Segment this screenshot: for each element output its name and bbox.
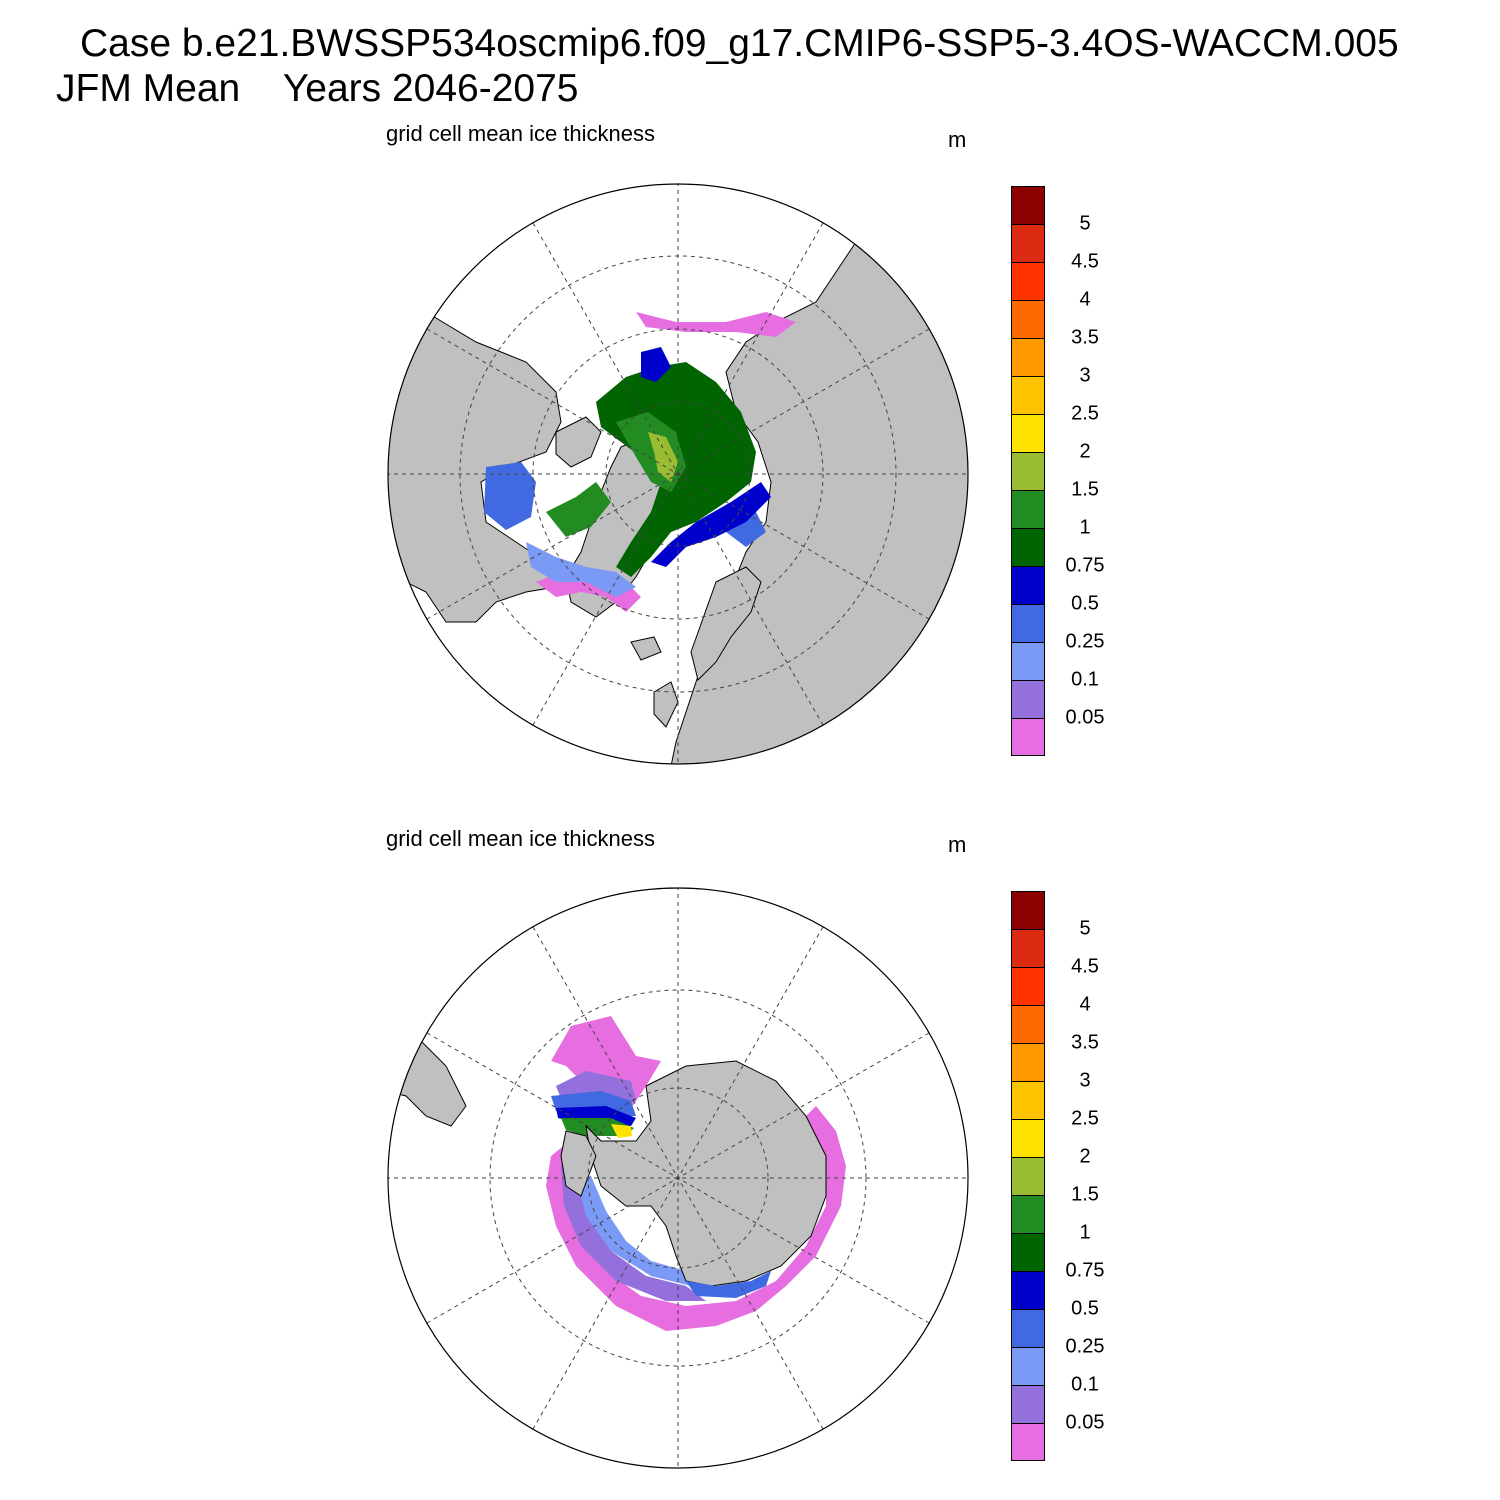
ice-ross-blue [686, 1271, 771, 1298]
colorbar-swatch [1011, 452, 1045, 490]
colorbar-label: 5 [1079, 917, 1091, 940]
colorbar-label: 4.5 [1071, 250, 1099, 273]
colorbar-label: 2.5 [1071, 402, 1099, 425]
colorbar-label: 0.25 [1065, 630, 1105, 653]
land-antarctic-peninsula [560, 1130, 597, 1197]
colorbar-swatch [1011, 414, 1045, 452]
colorbar-label: 2 [1079, 440, 1091, 463]
colorbar-label: 2 [1079, 1145, 1091, 1168]
south-colorbar: 0.05 0.1 0.25 0.5 0.75 1 1.5 2 2.5 3 3.5 4 4.5 5 [1011, 891, 1104, 1461]
colorbar-swatch [1011, 376, 1045, 414]
colorbar-label: 1 [1079, 1221, 1091, 1244]
colorbar-label: 3.5 [1071, 326, 1099, 349]
ice-blue-hudson [484, 462, 536, 530]
colorbar-label: 3.5 [1071, 1031, 1099, 1054]
colorbar-label: 0.25 [1065, 1335, 1105, 1358]
colorbar-label: 0.1 [1071, 1373, 1099, 1396]
ice-pink-bering [636, 312, 796, 337]
colorbar-swatch [1011, 338, 1045, 376]
colorbar-label: 1.5 [1071, 478, 1099, 501]
colorbar-label: 1 [1079, 516, 1091, 539]
ice-light-blue [526, 542, 636, 597]
colorbar-swatch [1011, 262, 1045, 300]
north-unit-label: m [948, 127, 967, 152]
colorbar-swatch [1011, 1119, 1045, 1157]
colorbar-label: 0.75 [1065, 1259, 1105, 1282]
colorbar-swatch [1011, 642, 1045, 680]
graticule [388, 184, 968, 764]
land-iceland [630, 636, 662, 661]
colorbar-swatch [1011, 1385, 1045, 1423]
colorbar-swatch [1011, 1233, 1045, 1271]
south-panel-title: grid cell mean ice thickness [386, 826, 656, 851]
south-polar-map [387, 887, 969, 1469]
colorbar-label: 4 [1079, 288, 1091, 311]
colorbar-swatch [1011, 604, 1045, 642]
colorbar-swatch [1011, 186, 1045, 224]
colorbar-label: 0.75 [1065, 554, 1105, 577]
colorbar-label: 0.5 [1071, 1297, 1099, 1320]
colorbar-swatch [1011, 967, 1045, 1005]
ice-light-blue [576, 1176, 781, 1286]
colorbar-swatch [1011, 1081, 1045, 1119]
land-north-america [388, 281, 578, 623]
colorbar-swatch [1011, 1005, 1045, 1043]
ice-purple [556, 1071, 706, 1301]
colorbar-label: 5 [1079, 212, 1091, 235]
north-polar-map [387, 183, 969, 765]
colorbar-swatch [1011, 490, 1045, 528]
colorbar-swatch [1011, 1157, 1045, 1195]
colorbar-swatch [1011, 1423, 1045, 1461]
colorbar-label: 0.05 [1065, 1411, 1105, 1434]
case-title: Case b.e21.BWSSP534oscmip6.f09_g17.CMIP6… [80, 22, 1399, 65]
colorbar-label: 0.1 [1071, 668, 1099, 691]
colorbar-swatch [1011, 718, 1045, 756]
colorbar-label: 4 [1079, 993, 1091, 1016]
colorbar-label: 3 [1079, 364, 1091, 387]
colorbar-swatch [1011, 1195, 1045, 1233]
ice-dark-blue-okhotsk [641, 347, 671, 382]
colorbar-swatch [1011, 566, 1045, 604]
north-colorbar: 0.05 0.1 0.25 0.5 0.75 1 1.5 2 2.5 3 3.5 4 4.5 5 [1011, 186, 1104, 756]
colorbar-label: 2.5 [1071, 1107, 1099, 1130]
colorbar-label: 4.5 [1071, 955, 1099, 978]
colorbar-label: 0.05 [1065, 706, 1105, 729]
colorbar-label: 3 [1079, 1069, 1091, 1092]
north-panel-title: grid cell mean ice thickness [386, 121, 656, 146]
ice-baffin-green [546, 482, 611, 537]
ice-dark-blue-barents [651, 482, 771, 567]
period-title: JFM Mean Years 2046-2075 [56, 67, 579, 110]
colorbar-swatch [1011, 1347, 1045, 1385]
colorbar-swatch [1011, 300, 1045, 338]
land-uk [653, 681, 679, 728]
south-unit-label: m [948, 832, 967, 857]
colorbar-swatch [1011, 1043, 1045, 1081]
colorbar-swatch [1011, 528, 1045, 566]
colorbar-swatch [1011, 1271, 1045, 1309]
ice-weddell-yellow [611, 1124, 632, 1138]
colorbar-label: 1.5 [1071, 1183, 1099, 1206]
land-scandinavia [690, 566, 762, 681]
colorbar-label: 0.5 [1071, 592, 1099, 615]
colorbar-swatch [1011, 891, 1045, 929]
colorbar-swatch [1011, 929, 1045, 967]
colorbar-swatch [1011, 680, 1045, 718]
graticule [388, 888, 968, 1468]
colorbar-swatch [1011, 224, 1045, 262]
colorbar-swatch [1011, 1309, 1045, 1347]
